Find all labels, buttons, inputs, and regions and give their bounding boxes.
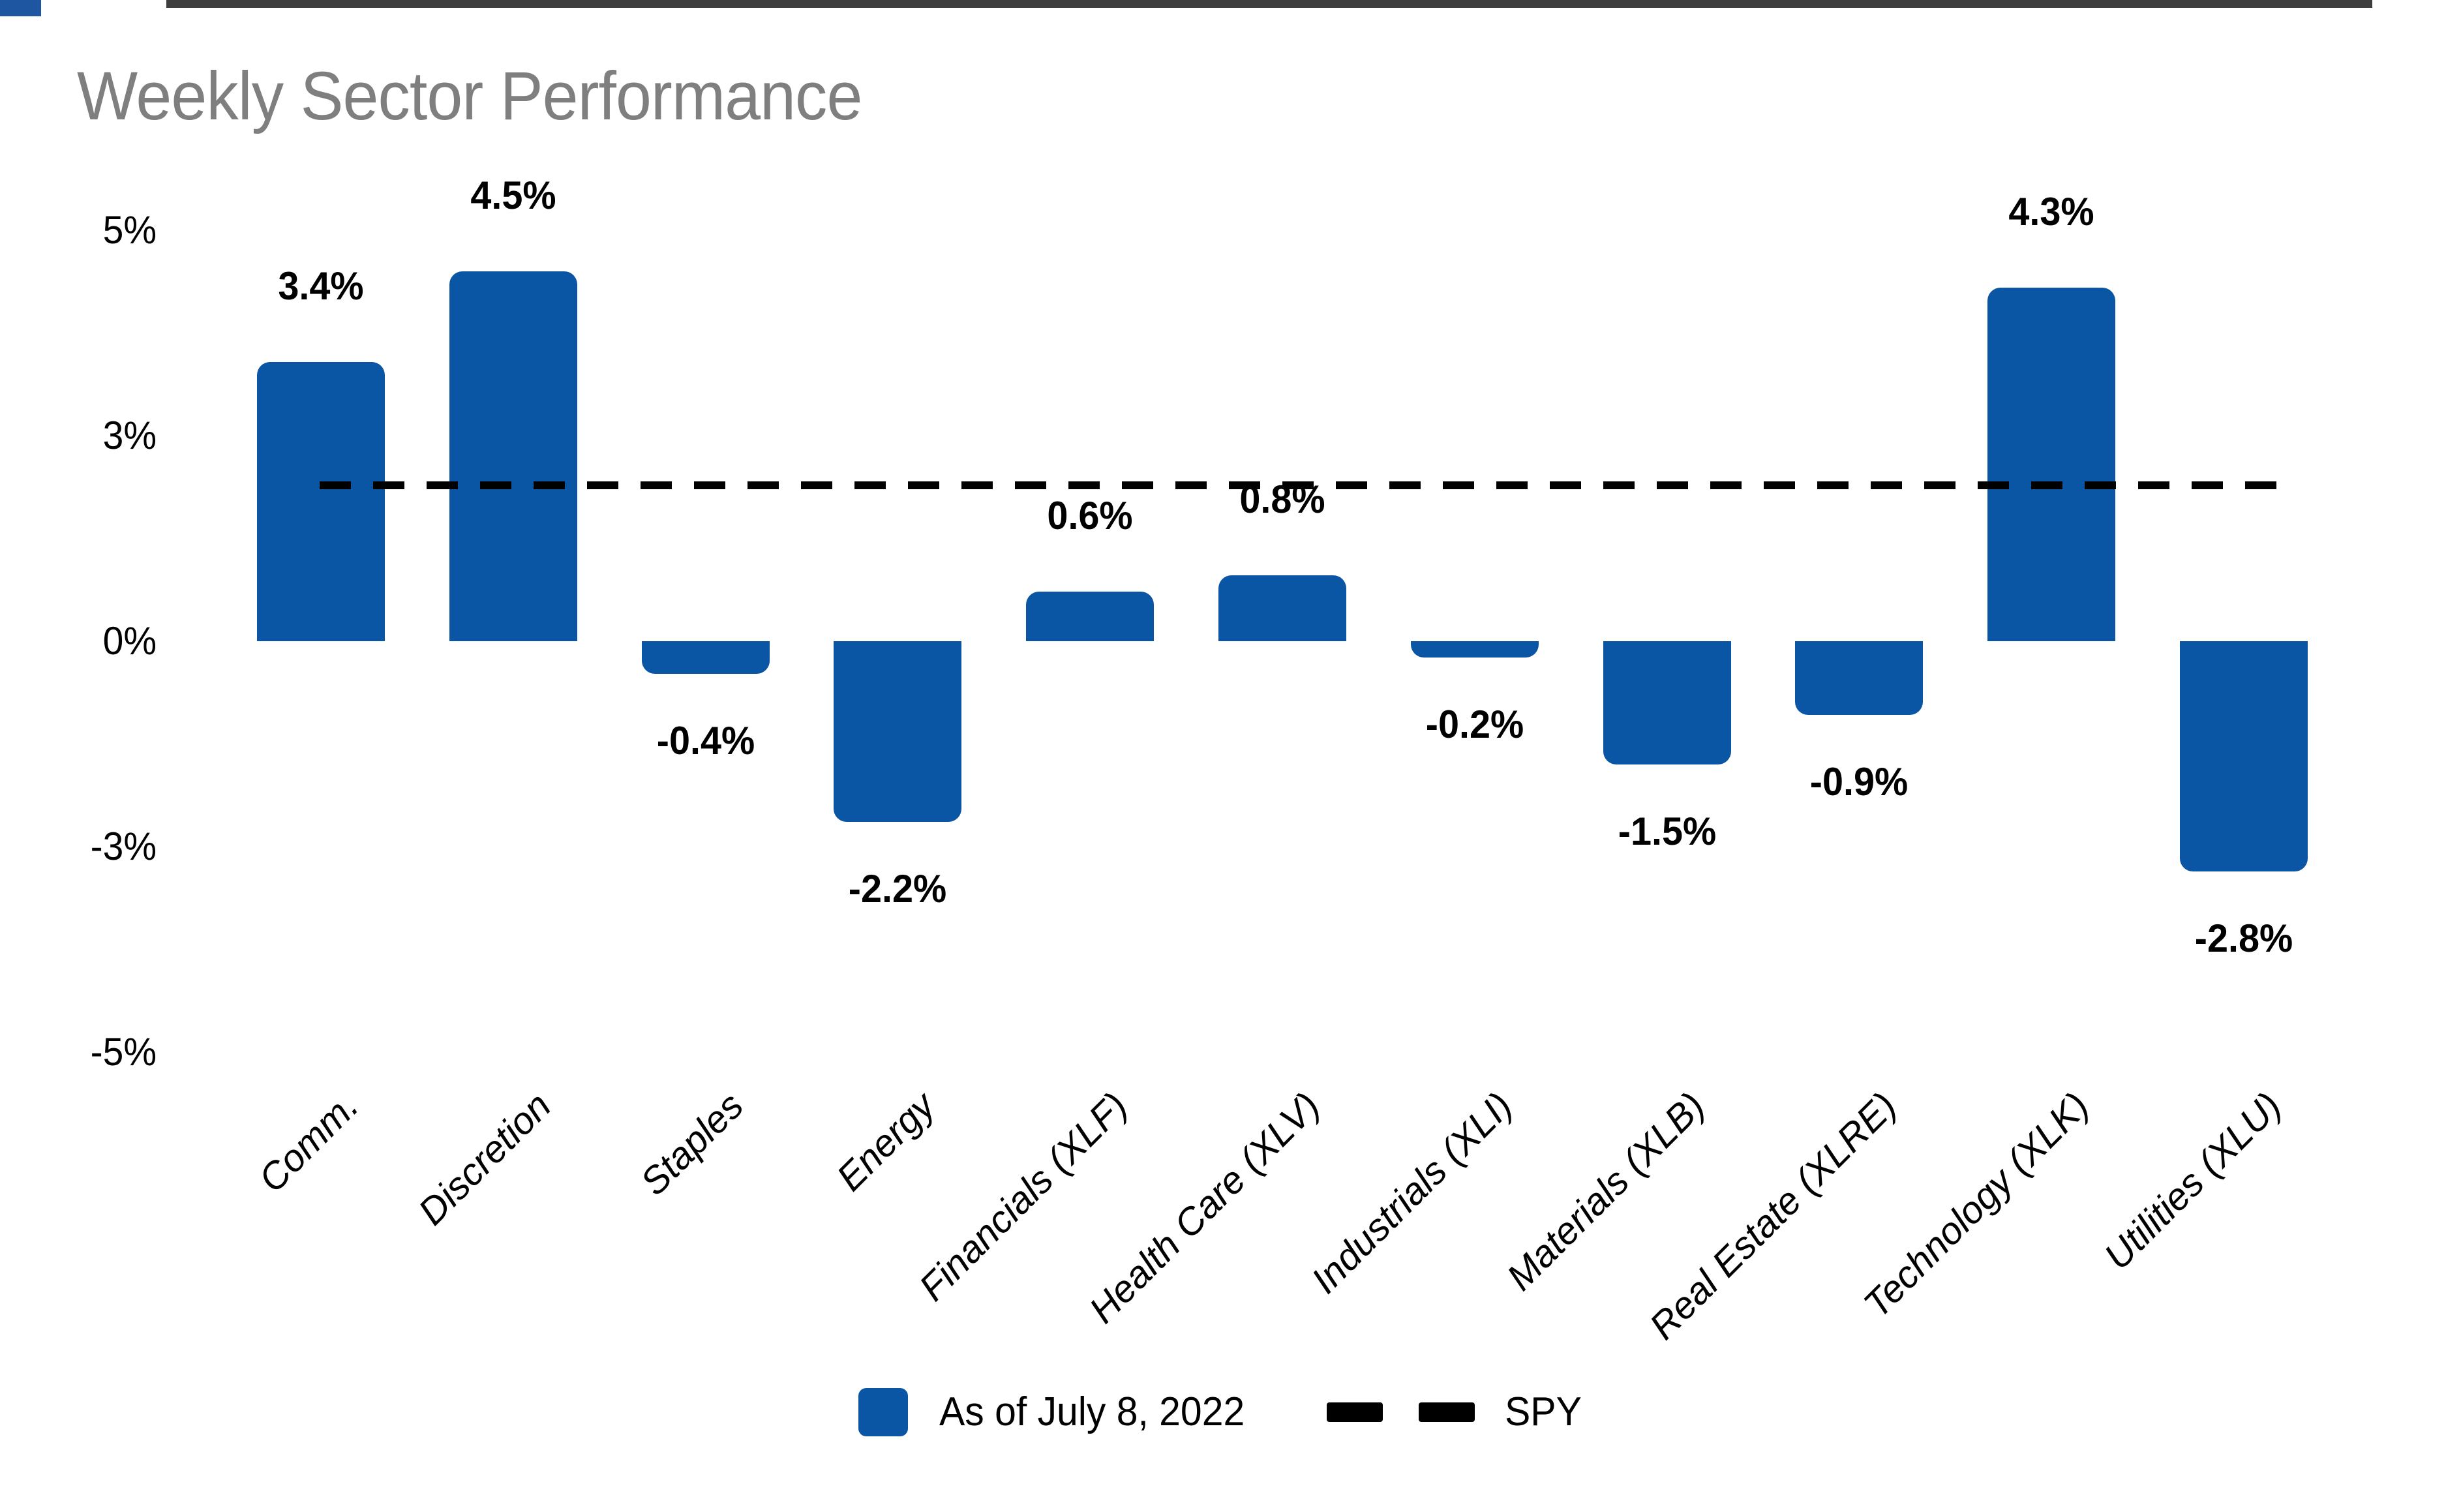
value-label: 3.4% [278,264,364,308]
legend-spy-label: SPY [1505,1389,1582,1434]
legend-spy-dash-icon [1327,1402,1383,1422]
y-tick-label: 0% [102,619,157,663]
y-tick-label: 3% [102,414,157,457]
bar-health-care-xlv [1218,575,1346,641]
bar-energy [834,641,962,823]
x-tick-label: Health Care (XLV) [1081,1084,1329,1332]
value-label: -0.9% [1810,760,1909,804]
bar-discretion [449,271,577,641]
y-tick-label: -5% [90,1030,157,1074]
bar-utilities-xlu [2180,641,2308,871]
y-tick-label: 5% [102,208,157,252]
value-label: 0.8% [1239,477,1325,522]
legend-spy-dash-icon [1419,1402,1475,1422]
value-label: -0.4% [656,719,755,763]
x-tick-label: Energy [828,1084,944,1200]
legend: As of July 8, 2022 SPY [0,1383,2446,1461]
x-tick-label: Financials (XLF) [911,1084,1136,1309]
x-tick-label: Utilities (XLU) [2096,1084,2290,1278]
bar-financials-xlf [1026,592,1155,641]
value-label: 4.5% [470,174,556,217]
value-label: 4.3% [2008,190,2094,234]
x-tick-label: Industrials (XLI) [1303,1084,1521,1302]
x-tick-label: Staples [632,1084,751,1204]
value-label: -2.2% [849,867,947,911]
bar-real-estate-xlre [1795,641,1924,716]
x-tick-label: Materials (XLB) [1498,1084,1713,1299]
corner-mark [0,0,41,16]
x-tick-label: Real Estate (XLRE) [1641,1084,1905,1348]
x-tick-label: Discretion [410,1084,560,1233]
legend-series-label: As of July 8, 2022 [939,1389,1245,1434]
spy-reference-line [320,481,2284,489]
y-tick-label: -3% [90,824,157,868]
value-label: -2.8% [2194,916,2293,960]
x-tick-label: Technology (XLK) [1855,1084,2098,1326]
bar-staples [641,641,770,674]
value-label: -1.5% [1618,809,1716,853]
bar-materials-xlb [1603,641,1731,764]
value-label: -0.2% [1425,703,1524,747]
bar-industrials-xli [1410,641,1539,658]
bar-comm [257,361,385,641]
bar-technology-xlk [1987,288,2116,641]
value-label: 0.6% [1047,494,1133,538]
legend-series-swatch [858,1388,908,1436]
x-tick-label: Comm. [250,1084,367,1201]
x-axis-line [166,0,2372,8]
chart-title: Weekly Sector Performance [77,58,862,134]
